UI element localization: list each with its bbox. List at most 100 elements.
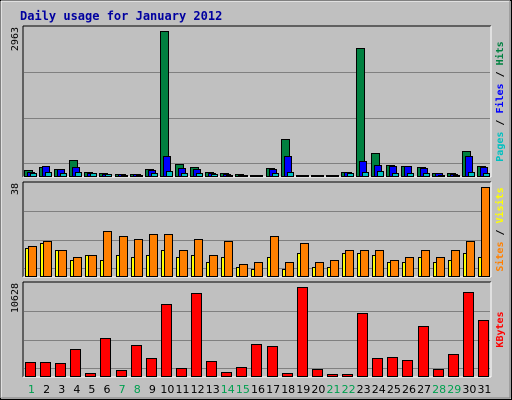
day-label: 16 (251, 383, 265, 396)
bar-sites-day-28 (436, 257, 445, 277)
bar-sites-day-13 (209, 255, 218, 277)
bar-pages-day-14 (226, 175, 233, 177)
bar-pages-day-9 (151, 173, 158, 177)
day-label: 21 (326, 383, 340, 396)
panel-hits-files-pages: 2963 Pages / Files / Hits (10, 25, 506, 178)
bar-kbytes-day-31 (478, 320, 489, 377)
bar-sites-day-5 (88, 255, 97, 277)
bar-kbytes-day-7 (116, 370, 127, 377)
bar-kbytes-day-8 (131, 345, 142, 377)
bar-kbytes-day-16 (251, 344, 262, 377)
bar-kbytes-day-26 (402, 360, 413, 377)
bar-sites-day-10 (164, 234, 173, 277)
axis-title-segment: Sites (494, 242, 506, 272)
bar-pages-day-18 (287, 172, 294, 177)
axis-title-segment: / (495, 114, 506, 132)
day-label: 26 (402, 383, 416, 396)
day-label: 15 (236, 383, 250, 396)
bar-sites-day-27 (421, 250, 430, 277)
bar-pages-day-12 (196, 173, 203, 177)
bar-kbytes-day-20 (312, 369, 323, 377)
bar-sites-day-29 (451, 250, 460, 277)
bar-sites-day-8 (134, 239, 143, 277)
bar-kbytes-day-21 (327, 374, 338, 377)
bar-pages-day-31 (483, 173, 490, 177)
day-label: 4 (73, 383, 80, 396)
bar-pages-day-20 (317, 175, 324, 177)
bar-kbytes-day-30 (463, 292, 474, 377)
bar-kbytes-day-22 (342, 374, 353, 377)
day-label: 24 (372, 383, 386, 396)
day-label: 6 (104, 383, 111, 396)
bar-pages-day-10 (166, 171, 173, 177)
bar-sites-day-20 (315, 262, 324, 277)
bar-pages-day-6 (105, 174, 112, 177)
day-label: 7 (119, 383, 126, 396)
bar-sites-day-3 (58, 250, 67, 277)
bar-sites-day-23 (360, 250, 369, 277)
axis-title-segment: Files (494, 83, 506, 113)
bar-sites-day-21 (330, 260, 339, 277)
bar-pages-day-1 (30, 173, 37, 177)
bar-pages-day-7 (121, 175, 128, 177)
bar-sites-day-19 (300, 243, 309, 277)
bar-hits-day-23 (356, 48, 365, 177)
bar-sites-day-4 (73, 257, 82, 277)
day-label: 20 (311, 383, 325, 396)
bar-sites-day-11 (179, 250, 188, 277)
bar-sites-day-18 (285, 262, 294, 277)
chart-title: Daily usage for January 2012 (20, 9, 222, 23)
chart-panels: 2963 Pages / Files / Hits 38 Sites / Visits… (10, 25, 506, 378)
day-label: 17 (266, 383, 280, 396)
bar-sites-day-24 (375, 250, 384, 277)
axis-title-segment: Pages (495, 132, 506, 162)
y-max-label: 10628 (10, 283, 21, 313)
bar-sites-day-17 (270, 236, 279, 277)
day-label: 27 (417, 383, 431, 396)
bar-kbytes-day-3 (55, 363, 66, 377)
bar-pages-day-3 (60, 173, 67, 177)
axis-title-segment: / (495, 223, 506, 241)
day-label: 25 (387, 383, 401, 396)
bar-kbytes-day-27 (418, 326, 429, 377)
bar-kbytes-day-11 (176, 368, 187, 377)
bar-pages-day-26 (407, 173, 414, 177)
day-label: 23 (357, 383, 371, 396)
day-label: 9 (149, 383, 156, 396)
bar-kbytes-day-10 (161, 304, 172, 377)
day-label: 12 (191, 383, 205, 396)
bar-sites-day-30 (466, 241, 475, 277)
axis-title: KBytes (495, 311, 506, 347)
day-label: 13 (206, 383, 220, 396)
bars (25, 287, 489, 377)
bar-kbytes-day-28 (433, 369, 444, 377)
bar-pages-day-19 (302, 175, 309, 177)
bar-sites-day-15 (239, 264, 248, 277)
bar-pages-day-24 (377, 171, 384, 177)
bar-kbytes-day-18 (282, 373, 293, 377)
day-label: 2 (43, 383, 50, 396)
bar-kbytes-day-29 (448, 354, 459, 377)
axis-title-segment: / (495, 65, 506, 83)
bar-kbytes-day-9 (146, 358, 157, 377)
bar-kbytes-day-19 (297, 287, 308, 377)
bar-pages-day-25 (392, 173, 399, 177)
day-label: 8 (134, 383, 141, 396)
bar-pages-day-27 (423, 173, 430, 177)
bar-pages-day-30 (468, 172, 475, 177)
bar-sites-day-25 (390, 260, 399, 277)
bar-kbytes-day-24 (372, 358, 383, 377)
axis-title-segment: Visits (494, 187, 506, 223)
bar-pages-day-23 (362, 172, 369, 177)
bar-sites-day-26 (405, 257, 414, 277)
bar-kbytes-day-13 (206, 361, 217, 377)
bar-pages-day-2 (45, 172, 52, 177)
bar-kbytes-day-15 (236, 367, 247, 377)
bar-sites-day-14 (224, 241, 233, 277)
bar-pages-day-11 (181, 173, 188, 177)
day-labels: 1 2 3 4 5 6 7 8 9 10 11 12 13 14 15 16 17 18 19 20 21 22 23 24 2… (28, 383, 491, 396)
bar-pages-day-4 (75, 172, 82, 177)
bar-pages-day-28 (438, 175, 445, 177)
bar-kbytes-day-2 (40, 362, 51, 377)
bar-sites-day-22 (345, 250, 354, 277)
